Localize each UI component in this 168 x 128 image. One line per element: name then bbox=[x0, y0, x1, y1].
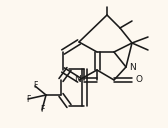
Text: F: F bbox=[26, 94, 30, 104]
Text: N: N bbox=[74, 76, 81, 84]
Text: F: F bbox=[40, 105, 44, 115]
Text: O: O bbox=[136, 76, 143, 84]
Text: F: F bbox=[33, 82, 37, 90]
Text: N: N bbox=[129, 62, 136, 72]
